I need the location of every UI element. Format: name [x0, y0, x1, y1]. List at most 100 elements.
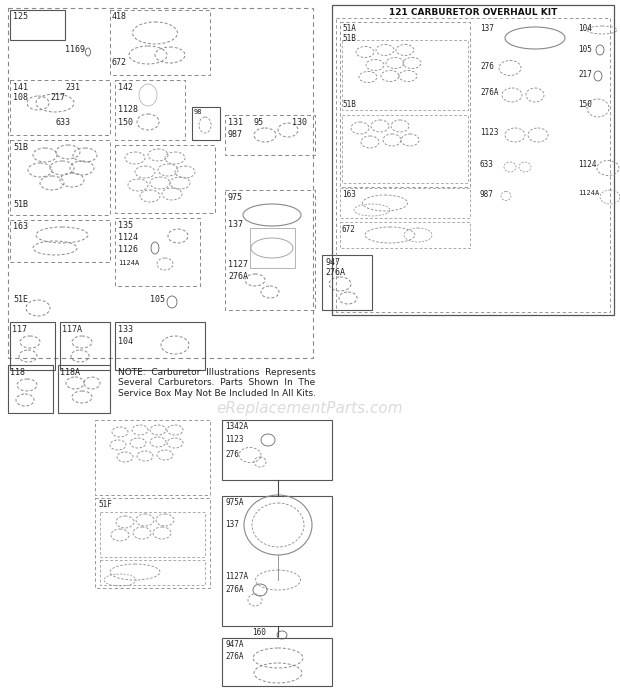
Bar: [192, 107, 220, 140]
Text: 1127A: 1127A: [225, 572, 248, 581]
Text: 108: 108: [13, 93, 28, 102]
Text: 975A: 975A: [225, 498, 244, 507]
Bar: [332, 5, 614, 315]
Text: 1126: 1126: [118, 245, 138, 254]
Text: 98: 98: [194, 109, 203, 115]
Text: 117: 117: [12, 325, 27, 334]
Text: 51B: 51B: [342, 100, 356, 109]
Text: 137: 137: [225, 520, 239, 529]
Bar: [115, 218, 200, 286]
Text: 117A: 117A: [62, 325, 82, 334]
Bar: [60, 322, 110, 370]
Text: 150: 150: [118, 118, 133, 127]
Bar: [115, 80, 185, 140]
Text: 276A: 276A: [228, 272, 248, 281]
Text: 104: 104: [118, 337, 133, 346]
Bar: [10, 322, 55, 370]
Text: 1128: 1128: [118, 105, 138, 114]
Text: 1169: 1169: [65, 45, 85, 54]
Text: 1124A: 1124A: [578, 190, 600, 196]
Text: 276A: 276A: [225, 652, 244, 661]
Text: 150: 150: [578, 100, 592, 109]
Bar: [58, 365, 110, 413]
Text: 276: 276: [225, 450, 239, 459]
Text: 142: 142: [118, 83, 133, 92]
Text: 672: 672: [112, 58, 127, 67]
Text: 51B: 51B: [13, 200, 28, 209]
Bar: [340, 222, 470, 248]
Text: 231: 231: [65, 83, 80, 92]
Text: 276A: 276A: [325, 268, 345, 277]
Bar: [342, 115, 468, 183]
Text: 133: 133: [118, 325, 133, 334]
Text: 121 CARBURETOR OVERHAUL KIT: 121 CARBURETOR OVERHAUL KIT: [389, 8, 557, 17]
Text: 118A: 118A: [60, 368, 80, 377]
Text: 105: 105: [150, 295, 165, 304]
Text: 51A: 51A: [342, 24, 356, 33]
Text: 104: 104: [578, 24, 592, 33]
Bar: [95, 498, 210, 588]
Text: 130: 130: [292, 118, 307, 127]
Text: 163: 163: [13, 222, 28, 231]
Bar: [10, 80, 110, 135]
Text: eReplacementParts.com: eReplacementParts.com: [216, 401, 404, 416]
Text: 51B: 51B: [342, 34, 356, 43]
Text: 51B: 51B: [13, 143, 28, 152]
Bar: [10, 140, 110, 215]
Text: 125: 125: [13, 12, 28, 21]
Text: 137: 137: [480, 24, 494, 33]
Bar: [100, 512, 205, 557]
Bar: [110, 10, 210, 75]
Bar: [115, 322, 205, 370]
Text: 51E: 51E: [13, 295, 28, 304]
Bar: [250, 228, 295, 268]
Text: 633: 633: [480, 160, 494, 169]
Text: 95: 95: [253, 118, 263, 127]
Bar: [8, 365, 53, 413]
Text: 975: 975: [228, 193, 243, 202]
Text: 1124: 1124: [118, 233, 138, 242]
Bar: [222, 638, 332, 686]
Bar: [100, 560, 205, 585]
Bar: [340, 188, 470, 218]
Bar: [322, 255, 372, 310]
Text: 987: 987: [228, 130, 243, 139]
Text: 1123: 1123: [225, 435, 244, 444]
Text: 217: 217: [578, 70, 592, 79]
Text: 633: 633: [55, 118, 70, 127]
Bar: [225, 115, 315, 155]
Text: 160: 160: [252, 628, 266, 637]
Text: 1127: 1127: [228, 260, 248, 269]
Text: 1342A: 1342A: [225, 422, 248, 431]
Text: 137: 137: [228, 220, 243, 229]
Text: 105: 105: [578, 45, 592, 54]
Text: 131: 131: [228, 118, 243, 127]
Bar: [115, 145, 215, 213]
Bar: [8, 8, 313, 358]
Bar: [225, 190, 315, 310]
Text: 141: 141: [13, 83, 28, 92]
Text: 51F: 51F: [98, 500, 112, 509]
Text: 947A: 947A: [225, 640, 244, 649]
Bar: [340, 22, 470, 187]
Bar: [222, 496, 332, 626]
Text: 276: 276: [480, 62, 494, 71]
Text: 118: 118: [10, 368, 25, 377]
Text: 1124A: 1124A: [118, 260, 140, 266]
Text: 418: 418: [112, 12, 127, 21]
Bar: [222, 420, 332, 480]
Text: 1123: 1123: [480, 128, 498, 137]
Text: 1124: 1124: [578, 160, 596, 169]
Bar: [10, 10, 65, 40]
Text: 217: 217: [50, 93, 65, 102]
Bar: [336, 18, 610, 312]
Bar: [95, 420, 210, 495]
Text: 987: 987: [480, 190, 494, 199]
Bar: [10, 220, 110, 262]
Text: 947: 947: [325, 258, 340, 267]
Text: 276A: 276A: [480, 88, 498, 97]
Text: 672: 672: [342, 225, 356, 234]
Text: NOTE:  Carburetor  Illustrations  Represents
Several  Carburetors.  Parts  Shown: NOTE: Carburetor Illustrations Represent…: [118, 368, 316, 398]
Text: 135: 135: [118, 221, 133, 230]
Text: 163: 163: [342, 190, 356, 199]
